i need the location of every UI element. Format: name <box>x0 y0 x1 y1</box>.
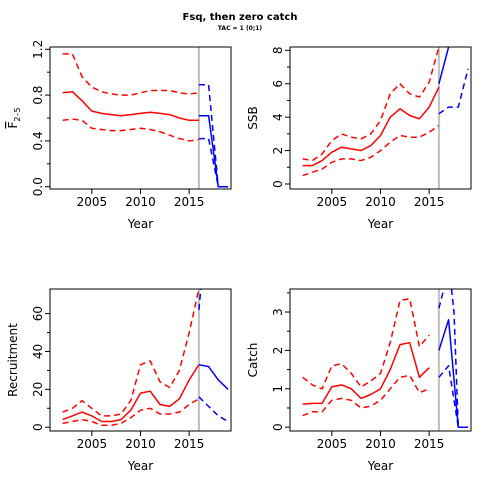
series-line-projection-upper <box>198 289 202 310</box>
series-line-historical-upper <box>62 289 200 417</box>
x-tick-label: 2005 <box>317 195 348 209</box>
x-axis-label: Year <box>367 459 393 473</box>
x-axis-label: Year <box>367 217 393 231</box>
series-line-historical-upper <box>62 53 199 96</box>
plot-frame <box>289 46 472 190</box>
series-line-projection-lower <box>438 365 469 428</box>
series-line-historical-lower <box>302 374 430 417</box>
x-tick-label: 2005 <box>317 437 348 451</box>
y-tick-label: 0.4 <box>31 131 45 150</box>
x-tick-label: 2005 <box>77 437 108 451</box>
x-tick-label: 2015 <box>414 195 445 209</box>
series-line-historical-median <box>62 90 199 122</box>
y-tick-label: 3 <box>271 308 285 316</box>
x-tick-label: 2010 <box>365 437 396 451</box>
series-line-projection-lower <box>198 396 229 423</box>
x-axis-label: Year <box>127 459 153 473</box>
series-line-historical-median <box>302 86 440 167</box>
series-line-historical-median <box>62 364 200 423</box>
y-tick-label: 6 <box>271 80 285 88</box>
series-line-projection-upper <box>450 289 469 428</box>
y-tick-label: 40 <box>31 344 45 359</box>
y-tick-label: 8 <box>271 47 285 55</box>
y-tick-label: 1.2 <box>31 40 45 59</box>
series-line-projection-median <box>438 47 450 84</box>
y-tick-label: 20 <box>31 382 45 397</box>
y-tick-label: 2 <box>271 147 285 155</box>
series-line-historical-median <box>302 341 430 405</box>
series-line-projection-lower <box>198 137 229 188</box>
series-line-historical-lower <box>62 398 200 427</box>
x-axis-label: Year <box>127 217 153 231</box>
figure-subtitle: TAC = 1 (0;1) <box>218 25 263 32</box>
y-axis-label: Recruitment <box>6 323 20 397</box>
series-group <box>62 289 229 427</box>
y-tick-label: 60 <box>31 306 45 321</box>
y-axis-label: SSB <box>246 106 260 129</box>
figure-title: Fsq, then zero catch <box>183 12 298 23</box>
series-line-projection-median <box>198 363 229 390</box>
series-line-projection-median <box>438 318 469 428</box>
y-axis-label: Catch <box>246 343 260 378</box>
series-line-historical-upper <box>302 297 430 390</box>
x-tick-label: 2010 <box>365 195 396 209</box>
panel-f: 2005 2010 2015 0.0 0.4 0.8 1.2 Year F2–5 <box>6 40 232 231</box>
y-tick-label: 0.0 <box>31 177 45 196</box>
plot-frame <box>49 46 232 190</box>
y-tick-label: 0 <box>271 423 285 431</box>
series-group <box>302 289 469 428</box>
x-tick-label: 2015 <box>174 437 205 451</box>
x-tick-label: 2010 <box>125 437 156 451</box>
y-axis-label: F2–5 <box>6 107 22 128</box>
y-tick-label: 0 <box>271 180 285 188</box>
x-tick-label: 2015 <box>414 437 445 451</box>
series-line-projection-upper <box>198 84 229 188</box>
y-tick-label: 0.8 <box>31 86 45 105</box>
series-line-historical-lower <box>302 124 440 177</box>
y-tick-label: 2 <box>271 347 285 355</box>
panel-catch: 2005 2010 2015 0 1 2 3 Year Catch <box>246 288 472 473</box>
series-group <box>302 47 469 177</box>
plot-frame <box>289 288 472 432</box>
panel-ssb: 2005 2010 2015 0 2 4 6 8 Year SSB <box>246 46 472 231</box>
y-tick-label: 0 <box>31 423 45 431</box>
series-line-projection-upper <box>438 289 445 309</box>
x-tick-label: 2005 <box>77 195 108 209</box>
series-group <box>62 53 229 188</box>
series-line-projection-lower <box>438 68 469 115</box>
panel-recruitment: 2005 2010 2015 0 20 40 60 Year Recruitment <box>6 288 232 473</box>
y-tick-label: 1 <box>271 385 285 393</box>
series-line-historical-lower <box>62 118 199 142</box>
series-line-historical-upper <box>302 47 440 162</box>
x-tick-label: 2010 <box>125 195 156 209</box>
x-tick-label: 2015 <box>174 195 205 209</box>
series-line-projection-median <box>198 114 229 188</box>
y-tick-label: 4 <box>271 113 285 121</box>
